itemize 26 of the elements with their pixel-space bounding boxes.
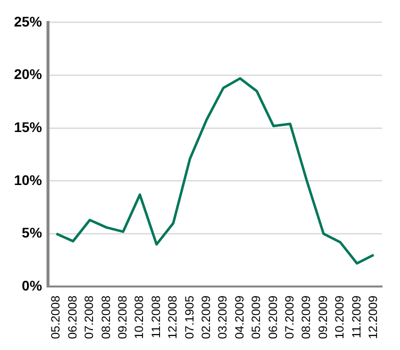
y-tick-label: 10%	[14, 172, 43, 188]
x-tick-label: 12.2008	[166, 295, 180, 340]
x-tick-label: 07.2009	[282, 295, 296, 340]
y-tick-label: 20%	[14, 66, 43, 82]
x-tick-label: 02.2009	[198, 295, 213, 340]
x-tick-label: 05.2009	[249, 295, 264, 340]
x-tick-label: 07.2008	[82, 295, 96, 340]
x-tick-label: 09.2008	[115, 295, 130, 340]
x-tick-label: 10.2008	[132, 295, 146, 340]
x-tick-label: 10.2009	[332, 295, 347, 340]
x-tick-label: 05.2008	[48, 295, 63, 340]
y-tick-label: 5%	[22, 224, 43, 241]
x-tick-label: 09.2009	[316, 295, 330, 340]
x-tick-label: 06.2009	[266, 295, 280, 340]
x-tick-label: 07.1905	[182, 295, 196, 340]
y-tick-label: 25%	[14, 13, 43, 30]
x-tick-label: 12.2009	[366, 295, 380, 340]
x-tick-label: 08.2008	[98, 295, 113, 340]
x-tick-label: 11.2008	[148, 295, 163, 338]
x-tick-label: 11.2009	[349, 295, 364, 338]
x-tick-label: 06.2008	[65, 295, 80, 340]
x-tick-label: 04.2009	[232, 295, 246, 340]
y-tick-label: 0%	[22, 277, 43, 294]
y-tick-label: 15%	[14, 118, 43, 135]
x-tick-label: 03.2009	[216, 295, 230, 340]
x-tick-label: 08.2009	[299, 295, 314, 340]
